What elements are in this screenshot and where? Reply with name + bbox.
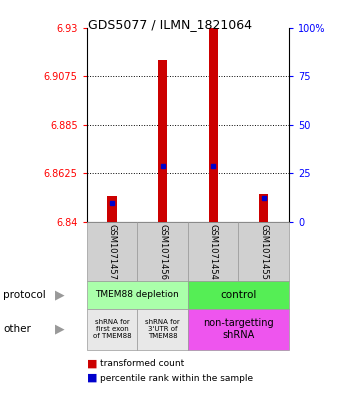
- Text: transformed count: transformed count: [100, 359, 185, 368]
- Text: shRNA for
first exon
of TMEM88: shRNA for first exon of TMEM88: [93, 319, 131, 339]
- Text: percentile rank within the sample: percentile rank within the sample: [100, 374, 253, 382]
- Text: TMEM88 depletion: TMEM88 depletion: [96, 290, 179, 299]
- Text: ▶: ▶: [55, 323, 64, 336]
- Text: ■: ■: [87, 358, 97, 369]
- Text: control: control: [220, 290, 257, 300]
- Text: GSM1071456: GSM1071456: [158, 224, 167, 279]
- Text: GSM1071455: GSM1071455: [259, 224, 268, 279]
- Text: other: other: [3, 324, 31, 334]
- Text: ■: ■: [87, 373, 97, 383]
- Text: GDS5077 / ILMN_1821064: GDS5077 / ILMN_1821064: [88, 18, 252, 31]
- Text: GSM1071454: GSM1071454: [209, 224, 218, 279]
- Text: protocol: protocol: [3, 290, 46, 300]
- Bar: [107, 196, 117, 222]
- Bar: [208, 28, 218, 222]
- Text: ▶: ▶: [55, 288, 64, 301]
- Bar: [259, 194, 268, 222]
- Text: non-targetting
shRNA: non-targetting shRNA: [203, 318, 274, 340]
- Text: GSM1071457: GSM1071457: [107, 224, 117, 279]
- Text: shRNA for
3'UTR of
TMEM88: shRNA for 3'UTR of TMEM88: [145, 319, 180, 339]
- Bar: [158, 60, 167, 222]
